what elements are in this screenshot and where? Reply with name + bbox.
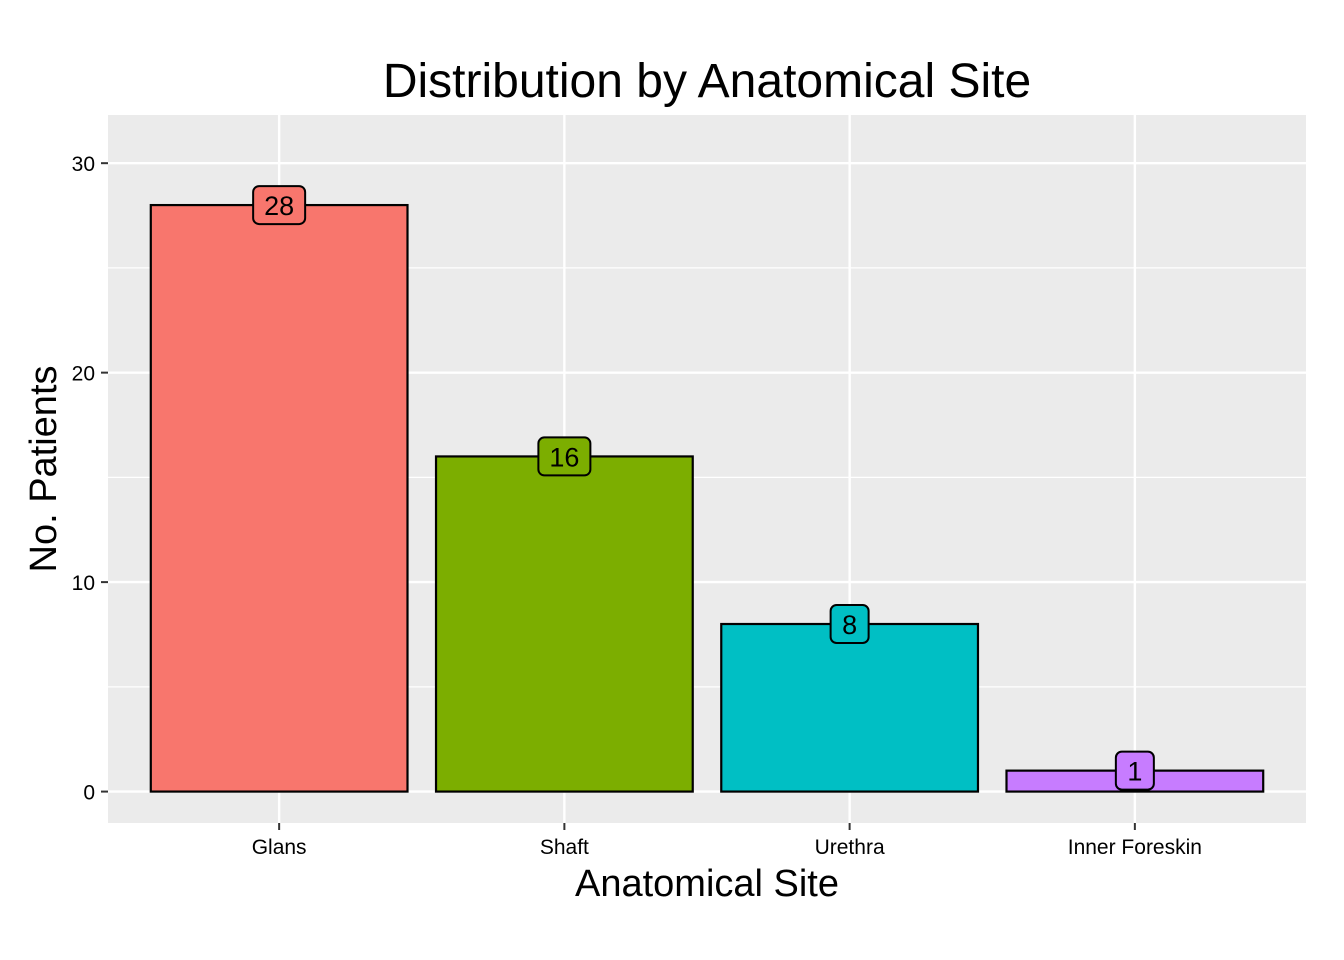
bars — [149, 203, 1265, 793]
x-tick-label: Shaft — [540, 836, 589, 859]
data-label: 28 — [264, 191, 294, 221]
bar-shaft — [434, 455, 694, 793]
y-axis-title: No. Patients — [23, 366, 65, 573]
x-tick-label: Inner Foreskin — [1068, 836, 1202, 859]
data-label: 1 — [1127, 757, 1142, 787]
data-label-box — [829, 604, 870, 645]
x-axis-title: Anatomical Site — [575, 863, 839, 905]
data-labels: 28 16 8 1 — [252, 185, 1155, 791]
data-label-box — [252, 185, 307, 226]
y-tick-label: 0 — [83, 782, 95, 805]
x-tick-label: Glans — [252, 836, 307, 859]
data-label: 16 — [549, 442, 579, 472]
y-tick-label: 30 — [72, 153, 95, 176]
x-axis: Glans Shaft Urethra Inner Foreskin — [252, 823, 1202, 859]
y-tick-label: 20 — [72, 363, 95, 386]
x-tick-label: Urethra — [815, 836, 885, 859]
y-axis: 0 10 20 30 — [72, 153, 108, 805]
chart-title: Distribution by Anatomical Site — [383, 55, 1031, 108]
data-label-box — [537, 436, 592, 477]
y-tick-label: 10 — [72, 572, 95, 595]
data-label-box — [1114, 750, 1155, 791]
bar-glans — [149, 203, 409, 793]
data-label: 8 — [842, 610, 857, 640]
bar-urethra — [720, 622, 980, 793]
